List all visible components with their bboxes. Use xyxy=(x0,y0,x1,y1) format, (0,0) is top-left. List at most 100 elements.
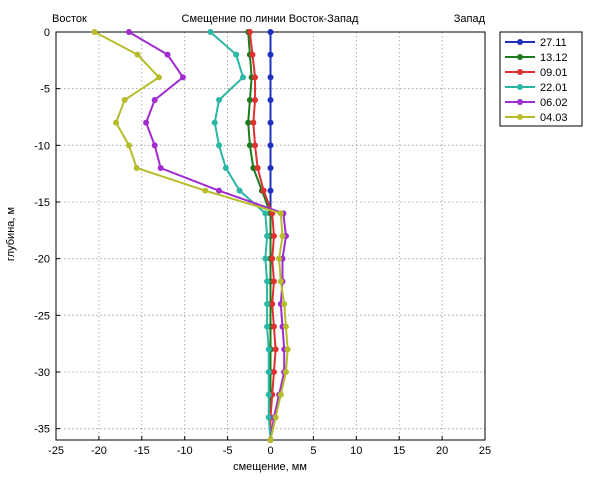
legend-label: 06.02 xyxy=(540,97,568,109)
data-point xyxy=(270,369,277,375)
x-tick-label: 5 xyxy=(310,445,316,457)
data-point xyxy=(211,119,218,126)
data-point xyxy=(151,97,158,103)
data-point xyxy=(249,51,256,58)
series-layer xyxy=(91,29,291,443)
data-point xyxy=(267,437,274,443)
y-tick-labels: 0 -5 -10 -15 -20 -25 -30 -35 xyxy=(34,27,60,436)
legend-label: 09.01 xyxy=(540,67,568,79)
data-point xyxy=(272,414,279,421)
data-point xyxy=(267,97,274,103)
data-point xyxy=(260,187,267,194)
data-point xyxy=(264,233,271,239)
data-point xyxy=(265,346,272,353)
series-line xyxy=(209,31,272,441)
data-point xyxy=(277,278,284,285)
series-line xyxy=(128,31,287,441)
data-point xyxy=(282,323,289,330)
legend-marker xyxy=(517,114,523,120)
data-point xyxy=(246,29,253,35)
data-point xyxy=(272,346,279,353)
data-point xyxy=(155,74,162,81)
y-axis-label: глубина, м xyxy=(5,207,17,261)
x-tick-label: 0 xyxy=(267,445,273,457)
data-point xyxy=(264,278,271,285)
data-point xyxy=(282,369,289,375)
data-point xyxy=(277,210,284,217)
data-point xyxy=(125,142,132,149)
data-point xyxy=(252,74,259,81)
data-point xyxy=(250,119,257,126)
data-point xyxy=(267,119,274,126)
y-tick-label: -10 xyxy=(34,140,50,152)
data-point xyxy=(179,74,186,81)
data-point xyxy=(216,97,223,103)
data-point xyxy=(262,210,269,217)
data-point xyxy=(91,29,98,35)
data-point xyxy=(121,97,128,103)
west-label: Запад xyxy=(454,13,486,25)
data-point xyxy=(262,255,269,262)
legend: 27.11 13.12 09.01 22.01 06.02 04.03 xyxy=(499,31,583,127)
east-label: Восток xyxy=(52,13,87,25)
y-tick-label: -30 xyxy=(34,367,50,379)
data-point xyxy=(267,74,274,81)
x-tick-label: -5 xyxy=(223,445,233,457)
data-point xyxy=(281,301,288,307)
data-point xyxy=(143,119,150,126)
data-point xyxy=(284,346,291,353)
data-point xyxy=(252,142,259,149)
data-point xyxy=(276,255,283,262)
legend-item: 04.03 xyxy=(505,112,568,124)
data-point xyxy=(265,369,272,375)
data-point xyxy=(113,119,120,126)
data-point xyxy=(267,142,274,149)
data-point xyxy=(133,165,140,171)
data-point xyxy=(270,278,277,285)
x-tick-label: -15 xyxy=(134,445,150,457)
data-point xyxy=(269,255,276,262)
legend-item: 27.11 xyxy=(505,37,567,49)
data-point xyxy=(254,165,261,171)
data-point xyxy=(236,187,243,194)
x-axis-label: смещение, мм xyxy=(233,461,307,473)
data-point xyxy=(270,233,277,239)
y-tick-label: -35 xyxy=(34,424,50,436)
data-point xyxy=(267,51,274,58)
y-tick-label: 0 xyxy=(44,27,50,39)
data-point xyxy=(151,142,158,149)
legend-item: 06.02 xyxy=(505,97,568,109)
data-point xyxy=(240,74,247,81)
legend-marker xyxy=(517,99,523,105)
data-point xyxy=(252,97,259,103)
series-09.01 xyxy=(246,29,279,443)
series-22.01 xyxy=(207,29,274,443)
x-tick-labels: -25 -20 -15 -10 -5 0 5 10 15 20 25 xyxy=(48,436,491,457)
legend-item: 13.12 xyxy=(505,52,568,64)
series-04.03 xyxy=(91,29,291,443)
data-point xyxy=(264,301,271,307)
x-tick-label: -10 xyxy=(177,445,193,457)
y-tick-label: -5 xyxy=(40,84,50,96)
legend-box xyxy=(499,31,583,127)
legend-marker xyxy=(517,84,523,90)
data-point xyxy=(202,187,209,194)
y-tick-label: -15 xyxy=(34,197,50,209)
legend-marker xyxy=(517,69,523,75)
data-point xyxy=(246,142,253,149)
data-point xyxy=(216,142,223,149)
y-tick-label: -20 xyxy=(34,254,50,266)
x-tick-label: -20 xyxy=(91,445,107,457)
data-point xyxy=(277,391,284,398)
data-point xyxy=(125,29,132,35)
legend-label: 13.12 xyxy=(540,52,568,64)
legend-label: 04.03 xyxy=(540,112,568,124)
data-point xyxy=(267,187,274,194)
data-point xyxy=(246,97,253,103)
legend-marker xyxy=(517,54,523,60)
legend-item: 22.01 xyxy=(505,82,568,94)
data-point xyxy=(222,165,229,171)
x-tick-label: 15 xyxy=(393,445,405,457)
legend-marker xyxy=(517,39,523,45)
